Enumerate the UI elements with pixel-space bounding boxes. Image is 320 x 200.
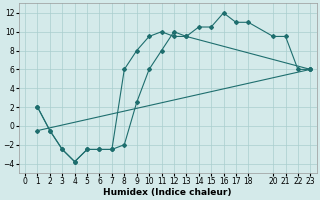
X-axis label: Humidex (Indice chaleur): Humidex (Indice chaleur) — [103, 188, 232, 197]
